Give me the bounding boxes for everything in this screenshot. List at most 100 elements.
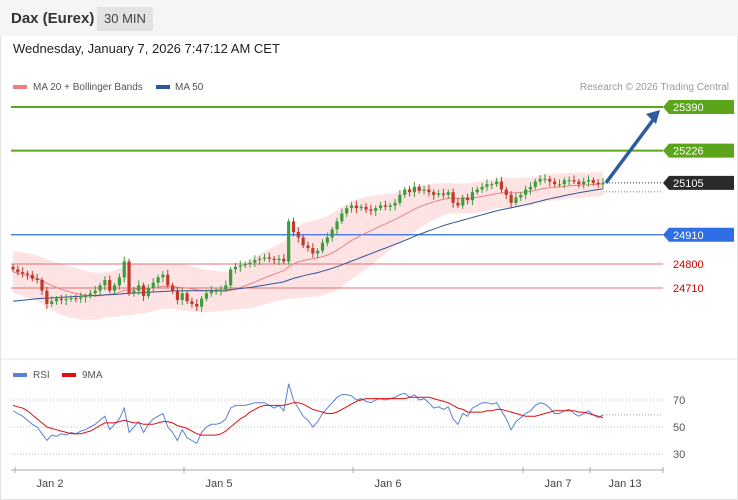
candle-body xyxy=(180,293,184,300)
candle-body xyxy=(490,184,494,186)
candle-body xyxy=(195,303,199,307)
candle-body xyxy=(166,274,170,286)
rsi-level-label: 70 xyxy=(673,395,685,407)
candle-body xyxy=(316,250,320,254)
candle-body xyxy=(364,206,368,210)
target-level-label: 25226 xyxy=(673,146,704,158)
arrow-shaft xyxy=(604,114,658,184)
legend-swatch-rsi-ma xyxy=(62,373,76,377)
candle-body xyxy=(393,202,397,206)
candle-body xyxy=(465,197,470,201)
candle-body xyxy=(69,298,73,300)
candle-body xyxy=(349,205,354,209)
candle-body xyxy=(151,282,155,288)
candle-body xyxy=(146,288,151,296)
candle-body xyxy=(572,180,576,182)
candle-body xyxy=(369,209,373,211)
candle-body xyxy=(577,181,581,185)
candle-body xyxy=(374,208,378,211)
candle-body xyxy=(528,186,533,190)
last-price-label: 25105 xyxy=(673,178,704,190)
candle-body xyxy=(219,289,223,291)
candle-body xyxy=(238,265,242,267)
legend-label-rsi: RSI xyxy=(33,370,50,381)
candle-body xyxy=(301,237,305,246)
candle-body xyxy=(40,280,44,291)
candle-body xyxy=(306,245,310,249)
candle-body xyxy=(509,194,513,203)
ma50-line xyxy=(12,188,604,302)
candle-body xyxy=(262,257,267,259)
candle-body xyxy=(25,273,30,275)
candle-body xyxy=(553,181,557,185)
candle-body xyxy=(417,186,421,191)
target-arrow xyxy=(604,110,660,184)
candle-body xyxy=(30,274,34,279)
candle-body xyxy=(272,258,276,261)
candle-body xyxy=(282,258,286,262)
candle-body xyxy=(543,178,547,180)
candle-body xyxy=(59,298,63,300)
candle-body xyxy=(175,290,180,300)
candle-body xyxy=(190,301,194,304)
candle-body xyxy=(441,193,446,195)
candle-body xyxy=(50,301,54,304)
candle-body xyxy=(253,260,257,263)
candle-body xyxy=(495,181,499,185)
legend: MA 20 + Bollinger Bands MA 50 xyxy=(13,82,204,93)
watermark: Research © 2026 Trading Central xyxy=(580,82,729,93)
candle-body xyxy=(287,221,291,262)
candle-body xyxy=(398,194,402,203)
candle-body xyxy=(388,205,392,207)
candle-body xyxy=(54,298,59,302)
legend-label-rsi-ma: 9MA xyxy=(82,370,103,381)
legend-swatch-ma50 xyxy=(156,85,170,89)
candle-body xyxy=(538,178,542,182)
legend-swatch-ma20 xyxy=(13,85,27,89)
pivot-level-label: 24910 xyxy=(673,230,704,242)
candle-body xyxy=(557,184,562,186)
candle-body xyxy=(35,278,39,281)
candle-body xyxy=(127,261,131,294)
candle-body xyxy=(320,242,325,251)
candle-body xyxy=(601,182,605,185)
candle-body xyxy=(122,261,126,278)
moving-averages xyxy=(12,183,604,302)
candle-body xyxy=(74,298,78,300)
candle-body xyxy=(325,237,329,243)
candle-body xyxy=(16,269,20,273)
candle-body xyxy=(533,181,537,187)
candle-body xyxy=(267,257,271,259)
candle-body xyxy=(378,205,383,209)
candle-body xyxy=(403,189,407,195)
candle-body xyxy=(548,178,552,182)
candle-body xyxy=(11,266,15,270)
candle-body xyxy=(519,194,523,198)
rsi-level-label: 30 xyxy=(673,449,685,461)
candle-body xyxy=(170,285,175,291)
candle-body xyxy=(117,277,121,286)
candle-body xyxy=(112,285,117,291)
candle-body xyxy=(422,189,426,191)
candle-body xyxy=(427,189,431,193)
candle-body xyxy=(514,197,518,203)
candle-body xyxy=(277,258,281,261)
candle-body xyxy=(132,290,136,294)
candle-body xyxy=(291,221,296,233)
candle-body xyxy=(436,193,441,195)
candle-body xyxy=(340,213,344,222)
rsi-level-label: 50 xyxy=(673,422,685,434)
candle-body xyxy=(311,248,315,254)
candle-body xyxy=(83,295,88,298)
rsi-legend: RSI 9MA xyxy=(13,370,103,381)
candle-body xyxy=(161,274,165,278)
candle-body xyxy=(296,232,300,238)
candle-body xyxy=(335,221,339,230)
candle-body xyxy=(98,285,102,291)
candle-body xyxy=(345,208,349,214)
candle-body xyxy=(79,297,83,299)
target-level-label: 25390 xyxy=(673,102,704,114)
timeframe-badge[interactable]: 30 MIN xyxy=(97,7,153,31)
x-tick-label: Jan 13 xyxy=(608,478,641,490)
